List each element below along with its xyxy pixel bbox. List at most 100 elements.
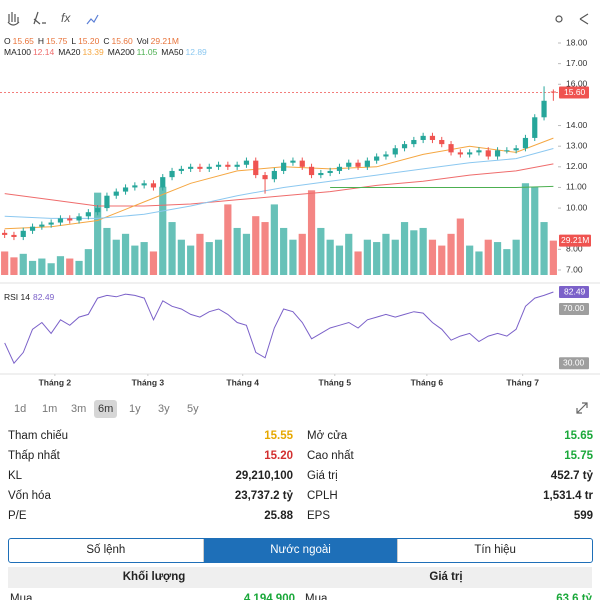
period-button[interactable]: 3m [71, 403, 87, 415]
volume-bar [298, 233, 306, 275]
volume-bar [19, 253, 27, 275]
candle-body [188, 166, 194, 169]
legend-value: 12.89 [186, 47, 208, 57]
row-label: Mua [305, 593, 328, 600]
candle-body [411, 139, 417, 145]
candle-body [448, 144, 454, 153]
y-tick-label: 16.00 [566, 79, 588, 89]
candle-body [11, 234, 17, 237]
volume-bar [196, 233, 204, 275]
period-button[interactable]: 1m [42, 403, 58, 415]
volume-bar [503, 249, 511, 275]
volume-bar [140, 242, 148, 275]
volume-bar [493, 242, 502, 275]
ma-legend: MA100 12.14 MA20 13.39 MA200 11.05 MA50 12.89 [4, 47, 207, 57]
volume-bar [94, 192, 102, 275]
candle-body [271, 170, 277, 180]
volume-bar [549, 240, 557, 275]
volume-bar [438, 245, 446, 275]
volume-bar [66, 258, 74, 275]
row-label: Mua [10, 593, 33, 600]
period-button[interactable]: 5y [187, 403, 199, 415]
expand-button[interactable] [575, 401, 589, 415]
volume-bar [205, 242, 213, 275]
ma-line [330, 185, 554, 188]
candle-body [39, 224, 45, 227]
volume-bar [149, 251, 158, 275]
stat-value: 23,737.2 tỷ [234, 490, 293, 502]
y-tick-label: 17.00 [566, 58, 588, 68]
candle-body [550, 91, 556, 93]
candle-body [364, 160, 370, 167]
candle-body [299, 160, 305, 167]
tab[interactable]: Số lệnh [86, 544, 126, 556]
candle-body [467, 152, 473, 155]
rsi-value-box [559, 286, 589, 299]
y-tick-box [559, 357, 589, 370]
column-header: Khối lượng [122, 571, 186, 583]
stat-label: Mở cửa [307, 430, 348, 442]
tab[interactable]: Tín hiệu [397, 539, 592, 562]
volume-bar [391, 239, 399, 275]
volume-bar [187, 245, 195, 275]
candle-body [206, 166, 212, 169]
y-tick-label: 7.00 [566, 264, 583, 274]
y-tick-box [559, 302, 589, 315]
candle-body [262, 175, 268, 180]
candle-body [532, 117, 538, 138]
volume-bar [224, 204, 232, 275]
legend-key: L [71, 36, 76, 46]
volume-bar [540, 222, 548, 275]
candle-body [85, 212, 91, 217]
settings-button[interactable] [555, 15, 563, 23]
x-tick-label: Tháng 4 [226, 377, 259, 387]
y-tick-label: 8.00 [566, 244, 583, 254]
stat-label: Giá trị [307, 470, 338, 482]
candle-body [485, 150, 491, 157]
legend-value: 15.75 [46, 36, 68, 46]
x-tick-label: Tháng 7 [506, 377, 539, 387]
draw-tool[interactable] [33, 11, 46, 25]
legend-value: 15.20 [78, 36, 100, 46]
candle-body [504, 150, 510, 152]
legend-key: C [103, 36, 109, 46]
tab[interactable]: Nước ngoài [202, 539, 398, 562]
last-price-label: 15.60 [564, 87, 586, 97]
candle-body [150, 183, 157, 188]
candle-body [346, 162, 352, 167]
stat-value: 15.65 [564, 430, 593, 442]
volume-bar [261, 222, 269, 275]
volume-bar [456, 218, 464, 275]
table-header: Khối lượng Giá trị [8, 567, 592, 588]
volume-bar [373, 242, 381, 275]
candle-body [141, 183, 147, 186]
candle-body [132, 185, 138, 188]
stat-label: CPLH [307, 490, 338, 502]
candle-body [281, 162, 287, 171]
volume-bar [112, 239, 120, 275]
candle-body [104, 195, 110, 209]
period-button[interactable]: 6m [94, 400, 118, 418]
hand-tool[interactable] [7, 12, 20, 26]
candle-body [420, 135, 426, 140]
period-button[interactable]: 1y [129, 403, 141, 415]
candle-body [318, 173, 324, 176]
period-button[interactable]: 1d [14, 403, 27, 415]
volume-bar [47, 263, 55, 275]
indicator-tool[interactable] [86, 14, 99, 25]
y-tick-label: 30.00 [563, 357, 585, 367]
stat-label: Tham chiếu [8, 430, 69, 442]
ma-line [4, 148, 554, 219]
legend-value: 15.60 [111, 36, 133, 46]
share-button[interactable] [579, 13, 589, 25]
candle-body [95, 208, 101, 213]
y-tick-label: 12.00 [566, 161, 588, 171]
candle-body [336, 166, 343, 171]
period-button[interactable]: 3y [158, 403, 170, 415]
volume-bar [354, 251, 362, 275]
candle-body [113, 191, 119, 196]
volume-bar [103, 227, 111, 275]
fx-tool[interactable]: fx [61, 11, 71, 25]
